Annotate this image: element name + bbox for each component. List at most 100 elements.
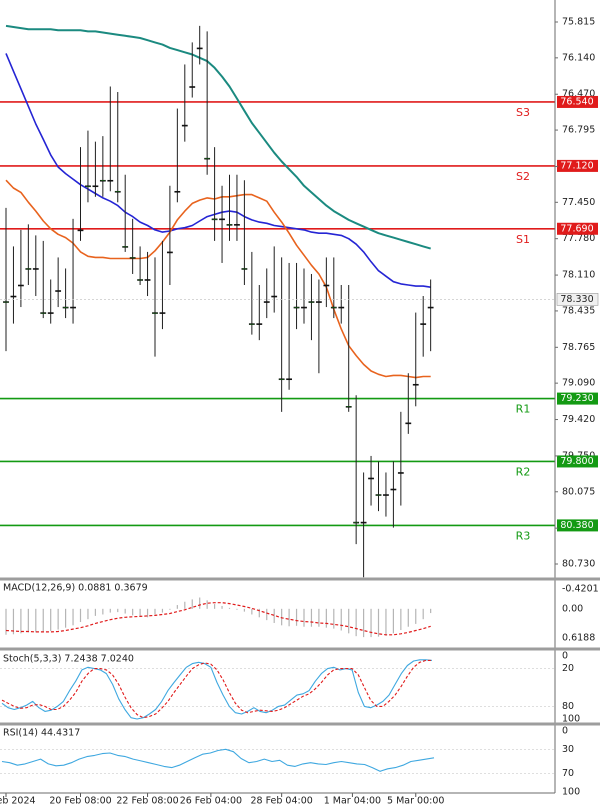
price-tick-label: 79.420 xyxy=(562,414,595,425)
rsi-panel[interactable]: RSI(14) 44.4317 100 70 30 0 xyxy=(0,726,580,798)
candle xyxy=(345,285,352,412)
candle xyxy=(167,185,173,286)
candle-body-bull xyxy=(152,312,158,314)
candle-body-bear xyxy=(32,268,39,270)
level-name-s3: S3 xyxy=(516,106,530,119)
candle xyxy=(137,246,143,286)
candle-body-bear xyxy=(383,494,389,496)
candle-body-bull xyxy=(345,406,352,408)
candle xyxy=(17,229,24,308)
price-tick-label: 77.450 xyxy=(562,197,595,208)
level-price-box xyxy=(557,392,598,405)
ma-fast-line xyxy=(5,179,431,379)
candle xyxy=(308,273,315,341)
candle xyxy=(85,130,91,203)
candle xyxy=(338,285,345,324)
candle-body-bear xyxy=(323,284,330,287)
level-price-box xyxy=(557,519,598,532)
stoch-d-line xyxy=(1,659,432,719)
time-tick-label: 1 Mar 04:00 xyxy=(324,796,381,807)
candle xyxy=(114,92,121,203)
candle-body-bull xyxy=(137,279,143,281)
candle xyxy=(122,174,129,252)
candle xyxy=(99,136,106,197)
candle xyxy=(263,268,270,319)
rsi-tick-label: 0 xyxy=(562,726,568,737)
candle-body-bull xyxy=(129,257,136,259)
time-tick-label: 28 Feb 04:00 xyxy=(250,796,312,807)
candle-body-bear xyxy=(47,312,54,314)
candle xyxy=(412,312,419,407)
candle-body-bear xyxy=(397,472,404,474)
candle xyxy=(234,174,240,241)
candle-body-bull xyxy=(248,323,255,325)
price-tick-label: 78.765 xyxy=(562,342,595,353)
current-price-label: 78.330 xyxy=(560,294,593,305)
macd-tick-label: 0.6188 xyxy=(562,633,595,644)
candle-body-bull xyxy=(293,306,300,309)
candle-body-bull xyxy=(3,301,9,303)
candle xyxy=(383,472,389,517)
macd-label: MACD(12,26,9) 0.0881 0.3679 xyxy=(3,583,148,594)
level-price-label: 77.120 xyxy=(560,160,593,171)
level-price-box xyxy=(557,95,598,108)
stoch-label: Stoch(5,3,3) 7.2438 7.0240 xyxy=(3,654,134,665)
level-name-s1: S1 xyxy=(516,233,530,246)
panel-separator xyxy=(0,647,600,651)
candle xyxy=(323,257,330,308)
rsi-line xyxy=(1,748,435,772)
candle-body-bull xyxy=(241,268,248,270)
candle-body-bull xyxy=(122,246,129,248)
candle-body-bear xyxy=(338,306,345,309)
candle-body-bull xyxy=(99,179,106,182)
candle-body-bear xyxy=(234,224,240,226)
candle-body-bear xyxy=(77,229,84,232)
candle-body-bear xyxy=(286,378,292,381)
candle-body-bear xyxy=(219,218,225,221)
candle-body-bull xyxy=(62,306,69,309)
candle xyxy=(159,240,166,330)
candle-body-bull xyxy=(40,312,47,314)
macd-panel[interactable]: MACD(12,26,9) 0.0881 0.3679 0.6188 0.00 -0.… xyxy=(3,583,599,644)
candle-body-bear xyxy=(368,477,374,480)
stochastic-panel[interactable]: Stoch(5,3,3) 7.2438 7.0240 100 80 200 xyxy=(0,651,580,725)
stoch-tick-label: 0 xyxy=(562,651,568,662)
rsi-tick-label: 70 xyxy=(562,768,574,779)
candle-body-bear xyxy=(412,383,419,386)
candle-body-bear xyxy=(174,190,181,193)
candle-body-bull xyxy=(204,157,211,160)
time-tick-label: 20 Feb 08:00 xyxy=(49,796,111,807)
price-panel[interactable]: 80.73080.40580.07579.75079.42079.09078.7… xyxy=(0,17,599,578)
candle-body-bear xyxy=(315,301,322,303)
time-tick-label: 16 Feb 2024 xyxy=(0,796,36,807)
ma-slow-line xyxy=(5,24,431,250)
candle xyxy=(25,224,32,286)
level-price-label: 79.800 xyxy=(560,456,593,467)
candle xyxy=(92,141,99,197)
candle xyxy=(219,185,225,263)
candle xyxy=(211,147,218,241)
level-name-r1: R1 xyxy=(516,403,531,416)
candle xyxy=(390,461,397,528)
candle xyxy=(241,180,248,286)
candle-body-bear xyxy=(263,301,270,303)
candle-body-bear xyxy=(17,284,24,287)
price-tick-label: 76.470 xyxy=(562,89,595,100)
candle xyxy=(271,246,278,313)
candle xyxy=(32,235,39,297)
candle xyxy=(375,461,382,512)
candle-body-bear xyxy=(360,521,367,524)
candle-body-bear xyxy=(10,295,17,298)
price-tick-label: 78.435 xyxy=(562,305,595,316)
candle xyxy=(174,108,181,203)
candle xyxy=(181,64,188,142)
candle-body-bear xyxy=(196,47,203,50)
price-tick-label: 79.090 xyxy=(562,378,595,389)
candle-body-bear xyxy=(271,295,278,298)
level-name-r2: R2 xyxy=(516,465,531,478)
candle-body-bear xyxy=(167,251,173,254)
candle xyxy=(405,373,412,434)
candle xyxy=(420,296,427,357)
